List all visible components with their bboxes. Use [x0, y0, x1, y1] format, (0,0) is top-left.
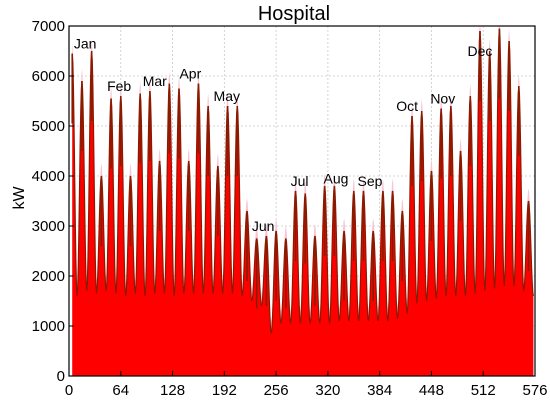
x-tick-label-5: 320 — [315, 382, 340, 399]
y-tick-label-1: 1000 — [32, 318, 65, 335]
x-tick-label-0: 0 — [65, 382, 73, 399]
plot-frame — [68, 25, 536, 377]
load-line — [71, 28, 534, 334]
x-tick-label-4: 256 — [264, 382, 289, 399]
chart-title: Hospital — [258, 3, 330, 25]
month-label-8: Sep — [357, 173, 382, 189]
x-tick-label-3: 192 — [212, 382, 237, 399]
y-ticks: 0 1000 2000 3000 4000 5000 6000 7000 — [32, 18, 74, 385]
y-tick-label-4: 4000 — [32, 168, 65, 185]
area-series — [71, 26, 534, 376]
x-tick-label-2: 128 — [160, 382, 185, 399]
x-tick-label-7: 448 — [419, 382, 444, 399]
month-label-3: Apr — [179, 66, 201, 82]
x-tick-label-6: 384 — [367, 382, 392, 399]
x-tick-label-9: 576 — [522, 382, 547, 399]
y-tick-label-0: 0 — [57, 368, 65, 385]
month-label-0: Jan — [74, 36, 97, 52]
load-area — [72, 28, 534, 376]
y-tick-label-7: 7000 — [32, 18, 65, 35]
month-labels: Jan Feb Mar Apr May Jun Jul Aug Sep Oct Nov Dec — [74, 36, 493, 235]
month-label-4: May — [214, 88, 240, 104]
y-tick-label-2: 2000 — [32, 268, 65, 285]
month-label-7: Aug — [324, 171, 349, 187]
y-tick-label-3: 3000 — [32, 218, 65, 235]
month-label-6: Jul — [291, 173, 309, 189]
month-label-11: Dec — [468, 43, 493, 59]
y-tick-label-6: 6000 — [32, 68, 65, 85]
month-label-2: Mar — [143, 73, 167, 89]
month-label-10: Nov — [430, 91, 455, 107]
y-tick-label-5: 5000 — [32, 118, 65, 135]
y-axis-label: kW — [11, 186, 28, 210]
month-label-9: Oct — [396, 98, 418, 114]
x-tick-label-8: 512 — [471, 382, 496, 399]
x-ticks: 0 64 128 192 256 320 384 448 512 576 — [65, 371, 548, 399]
month-label-5: Jun — [252, 218, 275, 234]
x-tick-label-1: 64 — [112, 382, 129, 399]
month-label-1: Feb — [107, 78, 131, 94]
